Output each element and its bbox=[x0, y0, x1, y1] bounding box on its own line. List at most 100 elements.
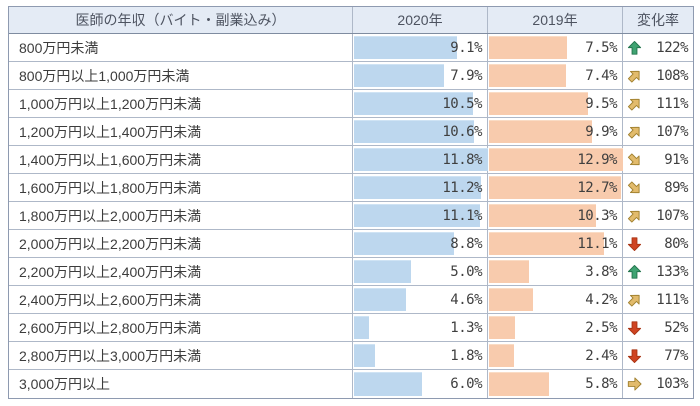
data-bar-2020 bbox=[354, 204, 481, 227]
cell-2019: 12.9% bbox=[488, 146, 623, 173]
trend-arrow-icon bbox=[627, 40, 642, 55]
cell-change: 91% bbox=[623, 146, 693, 173]
trend-arrow-icon bbox=[627, 236, 642, 251]
trend-arrow-icon bbox=[627, 208, 642, 223]
table-row: 1,600万円以上1,800万円未満 11.2% 12.7% 89% bbox=[9, 174, 693, 202]
cell-2020: 11.2% bbox=[353, 174, 488, 201]
income-range-label: 1,200万円以上1,400万円未満 bbox=[9, 118, 353, 145]
data-bar-2020 bbox=[354, 176, 482, 199]
change-value: 80% bbox=[664, 235, 688, 252]
cell-2020: 11.8% bbox=[353, 146, 488, 173]
value-2020: 4.6% bbox=[450, 291, 482, 308]
table-row: 1,000万円以上1,200万円未満 10.5% 9.5% 111% bbox=[9, 90, 693, 118]
trend-arrow-icon bbox=[627, 68, 642, 83]
value-2019: 12.9% bbox=[577, 151, 617, 168]
income-table: 医師の年収（バイト・副業込み） 2020年 2019年 変化率 800万円未満 … bbox=[8, 6, 694, 399]
income-range-label: 800万円以上1,000万円未満 bbox=[9, 62, 353, 89]
value-2019: 2.5% bbox=[585, 319, 617, 336]
change-value: 122% bbox=[656, 39, 688, 56]
change-value: 133% bbox=[656, 263, 688, 280]
data-bar-2020 bbox=[354, 288, 407, 311]
trend-arrow-icon bbox=[627, 152, 642, 167]
cell-change: 80% bbox=[623, 230, 693, 257]
header-category: 医師の年収（バイト・副業込み） bbox=[9, 7, 353, 33]
data-bar-2019 bbox=[489, 372, 550, 396]
income-range-label: 1,600万円以上1,800万円未満 bbox=[9, 174, 353, 201]
trend-arrow-icon bbox=[627, 96, 642, 111]
income-range-label: 2,400万円以上2,600万円未満 bbox=[9, 286, 353, 313]
cell-2019: 2.5% bbox=[488, 314, 623, 341]
cell-2020: 7.9% bbox=[353, 62, 488, 89]
value-2019: 12.7% bbox=[577, 179, 617, 196]
value-2019: 3.8% bbox=[585, 263, 617, 280]
data-bar-2020 bbox=[354, 344, 375, 367]
value-2019: 9.9% bbox=[585, 123, 617, 140]
trend-arrow-icon bbox=[627, 348, 642, 363]
table-row: 2,600万円以上2,800万円未満 1.3% 2.5% 52% bbox=[9, 314, 693, 342]
data-bar-2019 bbox=[489, 120, 592, 143]
cell-2019: 3.8% bbox=[488, 258, 623, 285]
data-bar-2019 bbox=[489, 92, 588, 115]
data-bar-2019 bbox=[489, 232, 605, 255]
value-2020: 11.8% bbox=[442, 151, 482, 168]
data-bar-2019 bbox=[489, 316, 515, 339]
table-row: 2,400万円以上2,600万円未満 4.6% 4.2% 111% bbox=[9, 286, 693, 314]
table-header-row: 医師の年収（バイト・副業込み） 2020年 2019年 変化率 bbox=[9, 7, 693, 34]
data-bar-2020 bbox=[354, 372, 423, 396]
income-range-label: 3,000万円以上 bbox=[9, 370, 353, 398]
data-bar-2019 bbox=[489, 148, 623, 171]
table-row: 2,000万円以上2,200万円未満 8.8% 11.1% 80% bbox=[9, 230, 693, 258]
value-2020: 10.5% bbox=[442, 95, 482, 112]
header-2020: 2020年 bbox=[353, 7, 488, 33]
data-bar-2020 bbox=[354, 260, 411, 283]
cell-2019: 10.3% bbox=[488, 202, 623, 229]
cell-2020: 5.0% bbox=[353, 258, 488, 285]
cell-change: 122% bbox=[623, 34, 693, 61]
income-range-label: 2,000万円以上2,200万円未満 bbox=[9, 230, 353, 257]
data-bar-2020 bbox=[354, 148, 488, 171]
cell-change: 77% bbox=[623, 342, 693, 369]
value-2020: 7.9% bbox=[450, 67, 482, 84]
value-2020: 6.0% bbox=[450, 376, 482, 392]
cell-2020: 6.0% bbox=[353, 370, 488, 398]
cell-change: 111% bbox=[623, 90, 693, 117]
change-value: 111% bbox=[656, 291, 688, 308]
income-range-label: 800万円未満 bbox=[9, 34, 353, 61]
value-2020: 11.2% bbox=[442, 179, 482, 196]
change-value: 108% bbox=[656, 67, 688, 84]
trend-arrow-icon bbox=[627, 292, 642, 307]
value-2020: 8.8% bbox=[450, 235, 482, 252]
value-2019: 9.5% bbox=[585, 95, 617, 112]
cell-change: 107% bbox=[623, 202, 693, 229]
value-2020: 5.0% bbox=[450, 263, 482, 280]
cell-2019: 5.8% bbox=[488, 370, 623, 398]
value-2019: 10.3% bbox=[577, 207, 617, 224]
table-row: 800万円以上1,000万円未満 7.9% 7.4% 108% bbox=[9, 62, 693, 90]
data-bar-2019 bbox=[489, 204, 596, 227]
data-bar-2020 bbox=[354, 64, 444, 87]
cell-change: 111% bbox=[623, 286, 693, 313]
table-row: 3,000万円以上 6.0% 5.8% 103% bbox=[9, 370, 693, 398]
cell-change: 107% bbox=[623, 118, 693, 145]
cell-2020: 8.8% bbox=[353, 230, 488, 257]
table-row: 1,200万円以上1,400万円未満 10.6% 9.9% 107% bbox=[9, 118, 693, 146]
income-range-label: 2,800万円以上3,000万円未満 bbox=[9, 342, 353, 369]
income-range-label: 1,400万円以上1,600万円未満 bbox=[9, 146, 353, 173]
header-2019: 2019年 bbox=[488, 7, 623, 33]
cell-2020: 1.8% bbox=[353, 342, 488, 369]
value-2020: 9.1% bbox=[450, 39, 482, 56]
table-row: 1,400万円以上1,600万円未満 11.8% 12.9% 91% bbox=[9, 146, 693, 174]
table-row: 800万円未満 9.1% 7.5% 122% bbox=[9, 34, 693, 62]
data-bar-2020 bbox=[354, 92, 474, 115]
cell-2019: 7.4% bbox=[488, 62, 623, 89]
table-row: 1,800万円以上2,000万円未満 11.1% 10.3% 107% bbox=[9, 202, 693, 230]
trend-arrow-icon bbox=[627, 180, 642, 195]
value-2020: 1.8% bbox=[450, 347, 482, 364]
data-bar-2020 bbox=[354, 316, 369, 339]
data-bar-2020 bbox=[354, 36, 458, 59]
cell-2020: 10.5% bbox=[353, 90, 488, 117]
income-range-label: 2,600万円以上2,800万円未満 bbox=[9, 314, 353, 341]
cell-2020: 9.1% bbox=[353, 34, 488, 61]
trend-arrow-icon bbox=[627, 377, 642, 392]
change-value: 52% bbox=[664, 319, 688, 336]
